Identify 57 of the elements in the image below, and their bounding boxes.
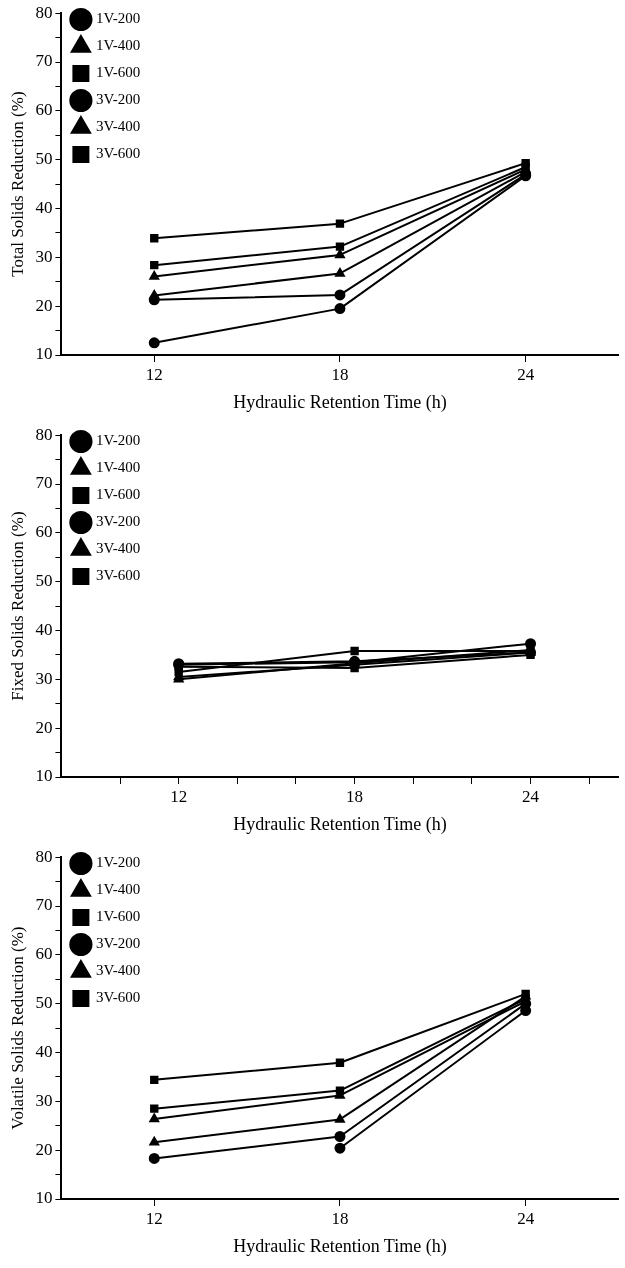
legend-label: 1V-400: [95, 37, 141, 54]
y-tick-label: 20: [35, 1139, 53, 1159]
legend-label: 1V-200: [95, 854, 141, 871]
y-tick-label: 30: [35, 668, 53, 688]
y-tick-label: 20: [35, 717, 53, 737]
y-tick-label: 60: [35, 522, 53, 542]
y-tick-label: 80: [35, 846, 53, 866]
y-tick-label: 70: [35, 473, 53, 493]
y-tick-label: 50: [35, 149, 53, 169]
y-axis-title: Volatile Solids Reduction (%): [7, 926, 27, 1130]
legend-label: 3V-600: [95, 145, 141, 162]
legend-label: 1V-200: [95, 432, 141, 449]
x-tick-label: 18: [331, 364, 349, 384]
y-tick-label: 30: [35, 1090, 53, 1110]
y-tick-label: 70: [35, 895, 53, 915]
x-axis-title: Hydraulic Retention Time (h): [233, 391, 447, 413]
x-tick-label: 12: [145, 1208, 163, 1228]
y-tick-label: 60: [35, 944, 53, 964]
legend-label: 1V-400: [95, 881, 141, 898]
legend-label: 1V-200: [95, 10, 141, 27]
y-tick-label: 10: [35, 1188, 53, 1208]
y-tick-label: 30: [35, 246, 53, 266]
legend-label: 3V-600: [95, 989, 141, 1006]
legend-label: 3V-200: [95, 513, 141, 530]
legend-label: 3V-200: [95, 935, 141, 952]
y-tick-label: 70: [35, 51, 53, 71]
y-tick-label: 10: [35, 766, 53, 786]
x-tick-label: 18: [331, 1208, 349, 1228]
y-tick-label: 60: [35, 100, 53, 120]
legend-label: 1V-400: [95, 459, 141, 476]
y-axis-title: Total Solids Reduction (%): [7, 91, 27, 277]
x-tick-label: 12: [170, 786, 188, 806]
x-tick-label: 24: [517, 1208, 535, 1228]
legend-label: 3V-400: [95, 962, 141, 979]
y-tick-label: 80: [35, 424, 53, 444]
y-tick-label: 80: [35, 2, 53, 22]
x-axis-title: Hydraulic Retention Time (h): [233, 813, 447, 835]
y-axis-title: Fixed Solids Reduction (%): [7, 511, 27, 701]
x-tick-label: 24: [517, 364, 535, 384]
legend-label: 1V-600: [95, 486, 141, 503]
legend-label: 1V-600: [95, 908, 141, 925]
legend-label: 1V-600: [95, 64, 141, 81]
x-tick-label: 18: [346, 786, 364, 806]
x-tick-label: 24: [522, 786, 540, 806]
x-axis-title: Hydraulic Retention Time (h): [233, 1235, 447, 1257]
y-tick-label: 50: [35, 993, 53, 1013]
legend-label: 3V-200: [95, 91, 141, 108]
y-tick-label: 20: [35, 295, 53, 315]
legend-label: 3V-400: [95, 118, 141, 135]
x-tick-label: 12: [145, 364, 163, 384]
legend-label: 3V-400: [95, 540, 141, 557]
y-tick-label: 50: [35, 571, 53, 591]
y-tick-label: 40: [35, 619, 53, 639]
y-tick-label: 40: [35, 1041, 53, 1061]
y-tick-label: 10: [35, 344, 53, 364]
legend-label: 3V-600: [95, 567, 141, 584]
y-tick-label: 40: [35, 197, 53, 217]
